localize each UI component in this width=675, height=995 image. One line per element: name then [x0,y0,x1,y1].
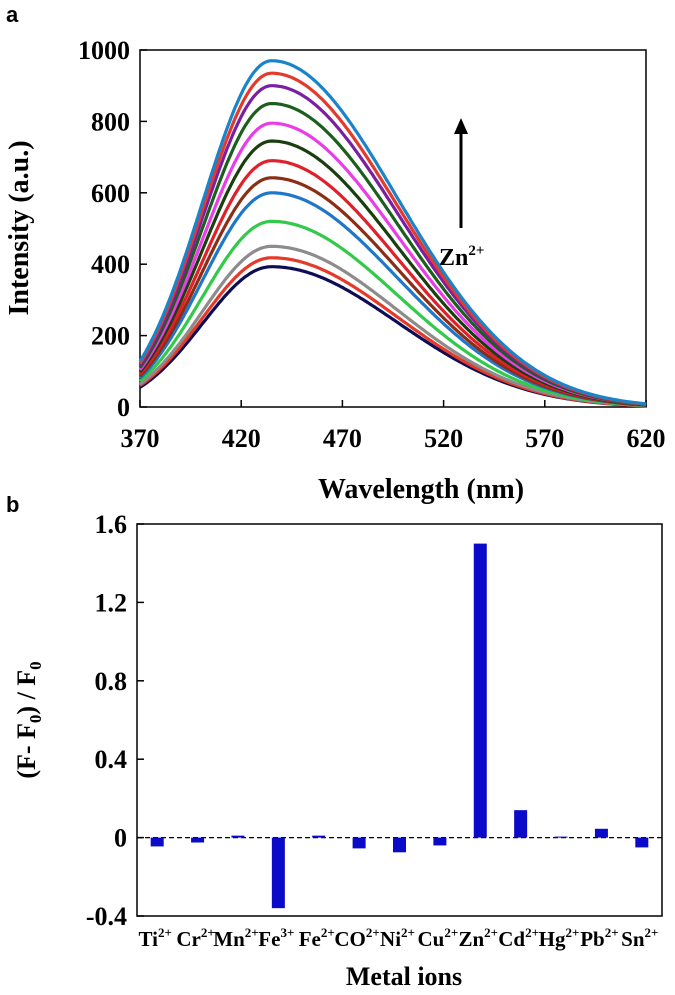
plot-area-b [136,523,663,917]
panel-label-a: a [6,2,19,27]
category-label: Ti2+ [138,925,171,951]
bar-9 [514,810,528,838]
a-xtick-label: 620 [627,424,666,453]
a-xtick-label: 570 [525,424,564,453]
b-ytick-label: 0.4 [95,745,128,774]
spectrum-line-12 [138,59,647,406]
a-ytick-label: 800 [91,107,130,136]
a-xtick-label: 470 [323,424,362,453]
bar-7 [433,837,447,846]
category-label: Cu2+ [417,925,458,951]
a-ytick-label: 0 [117,393,130,422]
spectrum-line-0 [139,265,647,408]
plot-area-a [139,49,647,408]
a-ytick-label: 400 [91,250,130,279]
a-ytick-label: 200 [91,322,130,351]
b-xlabel: Metal ions [346,962,462,991]
b-ytick-label: 0.8 [95,667,128,696]
panel-label-b: b [6,492,19,517]
b-ytick-label: 1.2 [95,588,128,617]
category-label: Pb2+ [580,925,618,951]
category-label: Fe2+ [299,925,335,951]
spectrum-line-1 [139,256,647,408]
bar-1 [191,837,205,843]
category-label: Mn2+ [213,925,258,951]
b-category-group: Ti2+ Cr2+Mn2+ Fe3+ Fe2+ CO2+ Ni2+ Cu2+ Zn2+ Cd2+… [138,925,658,951]
category-label: Hg2+ [539,925,580,951]
a-xtick-label: 520 [424,424,463,453]
a-ytick-label: 600 [91,179,130,208]
category-label: Zn2+ [458,925,498,951]
b-ytick-label: 0 [114,824,127,853]
bar-11 [594,828,608,838]
bar-0 [150,837,164,847]
zn-arrow [454,118,468,228]
category-label: Cd2+ [498,925,539,951]
category-label: Cr2+ [176,925,214,951]
bar-4 [312,835,326,838]
a-ylabel: Intensity (a.u.) [4,140,35,315]
zn-annotation: Zn2+ [439,243,484,271]
category-label: Fe3+ [258,925,294,951]
bar-8 [473,543,487,838]
category-label: CO2+ [334,925,379,951]
a-xtick-label: 420 [222,424,261,453]
a-curves-group [138,59,647,408]
bar-10 [554,836,568,838]
b-tick-group: 1.6 1.2 0.8 0.4 0 -0.4 [86,510,144,931]
bar-2 [231,835,245,838]
bar-12 [635,837,649,848]
a-ytick-label: 1000 [78,36,130,65]
spectrum-line-2 [139,244,647,408]
bar-6 [393,837,406,853]
a-xtick-label: 370 [121,424,160,453]
category-label: Sn2+ [621,925,658,951]
category-label: Ni2+ [380,925,415,951]
b-ytick-label: -0.4 [86,902,127,931]
a-xlabel: Wavelength (nm) [318,474,524,505]
bar-5 [352,837,366,849]
a-tick-group: 0 200 400 600 800 1000 370 420 470 520 570 620 [78,36,666,453]
b-bars-group [150,543,649,909]
b-ytick-label: 1.6 [95,510,128,539]
spectrum-line-3 [138,219,647,408]
b-ylabel: (F- F0) / F0 [12,661,45,778]
bar-3 [271,837,285,909]
